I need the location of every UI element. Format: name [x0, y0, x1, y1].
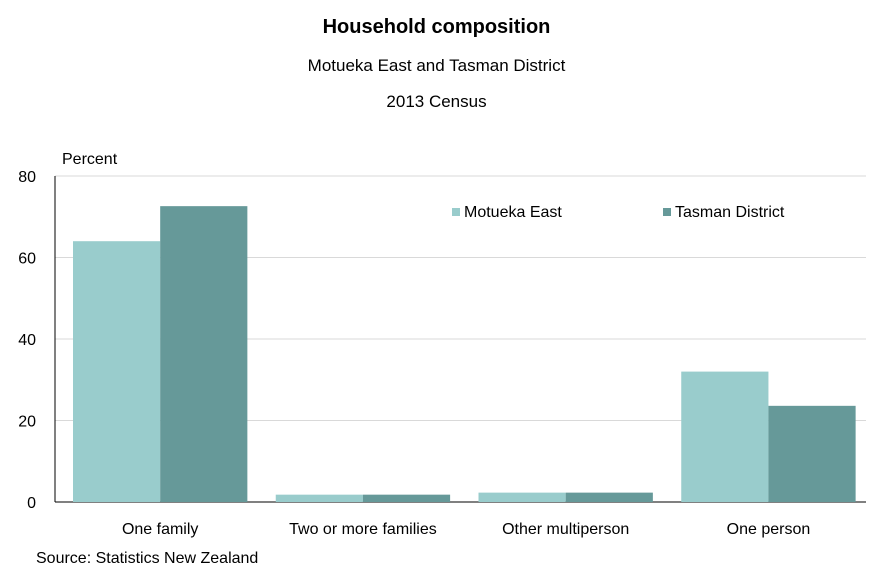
chart-subtitle: Motueka East and Tasman District	[307, 56, 566, 75]
legend-label: Tasman District	[675, 204, 785, 221]
chart-title: Household composition	[322, 16, 551, 38]
bar-tasman-district	[362, 494, 451, 502]
y-axis-label: Percent	[62, 151, 118, 168]
bar-chart: 0 20 40 60 80 One family Two or more families…	[18, 151, 866, 538]
y-tick-label: 40	[18, 332, 36, 349]
legend-label: Motueka East	[464, 204, 562, 221]
y-tick-label: 20	[18, 414, 36, 431]
y-tick-label: 60	[18, 251, 36, 268]
legend-swatch	[452, 208, 460, 216]
y-tick-label: 80	[18, 169, 36, 186]
source-note: Source: Statistics New Zealand	[36, 550, 259, 567]
y-tick-label: 0	[27, 495, 36, 512]
bar-tasman-district	[565, 492, 653, 502]
x-tick-label: Two or more families	[289, 521, 437, 538]
bar-tasman-district	[160, 206, 248, 502]
legend-swatch	[663, 208, 671, 216]
x-tick-label: One family	[122, 521, 198, 538]
x-tick-label: Other multiperson	[502, 521, 629, 538]
legend: Motueka East Tasman District	[452, 204, 785, 221]
bar-tasman-district	[768, 405, 856, 502]
bar-motueka-east	[681, 371, 769, 502]
chart-subtitle-year: 2013 Census	[386, 92, 487, 111]
x-tick-label: One person	[727, 521, 811, 538]
bars	[73, 206, 856, 502]
y-axis-ticks: 0 20 40 60 80	[18, 169, 36, 512]
bar-motueka-east	[275, 494, 363, 502]
x-axis-ticks: One family Two or more families Other mult…	[122, 521, 810, 538]
bar-motueka-east	[73, 241, 161, 502]
bar-motueka-east	[478, 492, 566, 502]
